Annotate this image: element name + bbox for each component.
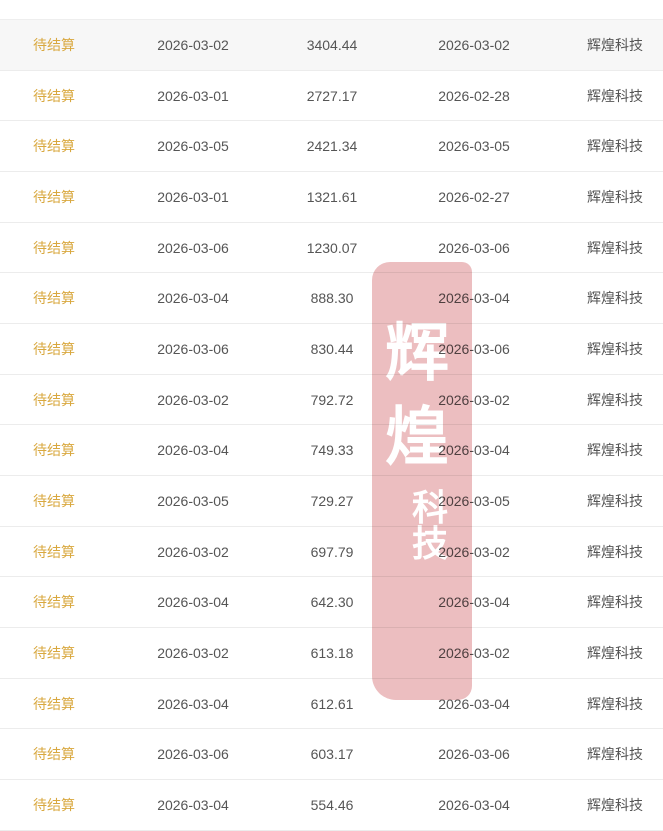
- amount-cell: 792.72: [310, 391, 354, 408]
- settle-date-cell: 2026-03-06: [438, 746, 510, 763]
- table-row[interactable]: 待结算 2026-03-06 603.17 2026-03-06 辉煌科技: [0, 729, 663, 780]
- company-cell: 辉煌科技: [587, 746, 643, 763]
- company-cell: 辉煌科技: [587, 644, 643, 661]
- settle-date-cell: 2026-03-04: [438, 594, 510, 611]
- settle-date-cell: 2026-03-06: [438, 340, 510, 357]
- table-row[interactable]: 待结算 2026-03-02 792.72 2026-03-02 辉煌科技: [0, 375, 663, 426]
- company-cell: 辉煌科技: [587, 492, 643, 509]
- table-row[interactable]: 待结算 2026-03-04 749.33 2026-03-04 辉煌科技: [0, 425, 663, 476]
- table-row[interactable]: 待结算 2026-03-04 888.30 2026-03-04 辉煌科技: [0, 273, 663, 324]
- status-cell: 待结算: [33, 188, 75, 205]
- settle-date-cell: 2026-03-05: [438, 138, 510, 155]
- settle-date-cell: 2026-02-28: [438, 87, 510, 104]
- amount-cell: 1321.61: [306, 188, 358, 205]
- date-cell: 2026-03-04: [157, 594, 229, 611]
- company-cell: 辉煌科技: [587, 37, 643, 53]
- status-cell: 待结算: [33, 695, 75, 712]
- table-row[interactable]: 待结算 2026-03-01 1321.61 2026-02-27 辉煌科技: [0, 172, 663, 223]
- date-cell: 2026-03-01: [157, 87, 229, 104]
- date-cell: 2026-03-02: [157, 391, 229, 408]
- company-cell: 辉煌科技: [587, 442, 643, 459]
- settle-date-cell: 2026-03-06: [438, 239, 510, 256]
- amount-cell: 888.30: [310, 290, 354, 307]
- settlement-table: 待结算 2026-03-02 3404.44 2026-03-02 辉煌科技 待结算 202…: [0, 20, 663, 831]
- amount-cell: 2727.17: [306, 87, 358, 104]
- table-row[interactable]: 待结算 2026-03-05 729.27 2026-03-05 辉煌科技: [0, 476, 663, 527]
- status-cell: 待结算: [33, 340, 75, 357]
- company-cell: 辉煌科技: [587, 138, 643, 155]
- company-cell: 辉煌科技: [587, 290, 643, 307]
- date-cell: 2026-03-02: [157, 644, 229, 661]
- status-cell: 待结算: [33, 37, 75, 53]
- status-cell: 待结算: [33, 492, 75, 509]
- amount-cell: 554.46: [310, 796, 354, 813]
- amount-cell: 830.44: [310, 340, 354, 357]
- company-cell: 辉煌科技: [587, 543, 643, 560]
- amount-cell: 749.33: [310, 442, 354, 459]
- table-row[interactable]: 待结算 2026-03-02 697.79 2026-03-02 辉煌科技: [0, 527, 663, 578]
- company-cell: 辉煌科技: [587, 594, 643, 611]
- settle-date-cell: 2026-03-02: [438, 391, 510, 408]
- status-cell: 待结算: [33, 442, 75, 459]
- settle-date-cell: 2026-03-04: [438, 290, 510, 307]
- company-cell: 辉煌科技: [587, 796, 643, 813]
- status-cell: 待结算: [33, 594, 75, 611]
- table-row[interactable]: 待结算 2026-03-05 2421.34 2026-03-05 辉煌科技: [0, 121, 663, 172]
- amount-cell: 2421.34: [306, 138, 358, 155]
- settle-date-cell: 2026-03-04: [438, 695, 510, 712]
- table-row[interactable]: 待结算 2026-03-04 554.46 2026-03-04 辉煌科技: [0, 780, 663, 831]
- table-top-edge: [0, 0, 663, 20]
- date-cell: 2026-03-04: [157, 695, 229, 712]
- amount-cell: 697.79: [310, 543, 354, 560]
- table-row[interactable]: 待结算 2026-03-04 612.61 2026-03-04 辉煌科技: [0, 679, 663, 730]
- company-cell: 辉煌科技: [587, 391, 643, 408]
- date-cell: 2026-03-06: [157, 340, 229, 357]
- date-cell: 2026-03-06: [157, 239, 229, 256]
- date-cell: 2026-03-01: [157, 188, 229, 205]
- table-row[interactable]: 待结算 2026-03-01 2727.17 2026-02-28 辉煌科技: [0, 71, 663, 122]
- amount-cell: 603.17: [310, 746, 354, 763]
- settle-date-cell: 2026-03-05: [438, 492, 510, 509]
- settle-date-cell: 2026-03-02: [438, 37, 510, 53]
- amount-cell: 3404.44: [306, 37, 358, 53]
- status-cell: 待结算: [33, 239, 75, 256]
- table-row[interactable]: 待结算 2026-03-06 1230.07 2026-03-06 辉煌科技: [0, 223, 663, 274]
- table-row[interactable]: 待结算 2026-03-06 830.44 2026-03-06 辉煌科技: [0, 324, 663, 375]
- date-cell: 2026-03-02: [157, 543, 229, 560]
- date-cell: 2026-03-02: [157, 37, 229, 53]
- table-row[interactable]: 待结算 2026-03-02 613.18 2026-03-02 辉煌科技: [0, 628, 663, 679]
- table-row[interactable]: 待结算 2026-03-02 3404.44 2026-03-02 辉煌科技: [0, 20, 663, 71]
- status-cell: 待结算: [33, 138, 75, 155]
- amount-cell: 642.30: [310, 594, 354, 611]
- status-cell: 待结算: [33, 746, 75, 763]
- status-cell: 待结算: [33, 391, 75, 408]
- date-cell: 2026-03-05: [157, 138, 229, 155]
- date-cell: 2026-03-04: [157, 796, 229, 813]
- status-cell: 待结算: [33, 796, 75, 813]
- date-cell: 2026-03-06: [157, 746, 229, 763]
- settle-date-cell: 2026-03-04: [438, 796, 510, 813]
- amount-cell: 1230.07: [306, 239, 358, 256]
- company-cell: 辉煌科技: [587, 87, 643, 104]
- company-cell: 辉煌科技: [587, 188, 643, 205]
- date-cell: 2026-03-05: [157, 492, 229, 509]
- settle-date-cell: 2026-03-02: [438, 644, 510, 661]
- status-cell: 待结算: [33, 290, 75, 307]
- amount-cell: 613.18: [310, 644, 354, 661]
- date-cell: 2026-03-04: [157, 290, 229, 307]
- settle-date-cell: 2026-03-02: [438, 543, 510, 560]
- date-cell: 2026-03-04: [157, 442, 229, 459]
- company-cell: 辉煌科技: [587, 695, 643, 712]
- amount-cell: 729.27: [310, 492, 354, 509]
- amount-cell: 612.61: [310, 695, 354, 712]
- status-cell: 待结算: [33, 543, 75, 560]
- status-cell: 待结算: [33, 87, 75, 104]
- settle-date-cell: 2026-03-04: [438, 442, 510, 459]
- company-cell: 辉煌科技: [587, 340, 643, 357]
- company-cell: 辉煌科技: [587, 239, 643, 256]
- status-cell: 待结算: [33, 644, 75, 661]
- table-row[interactable]: 待结算 2026-03-04 642.30 2026-03-04 辉煌科技: [0, 577, 663, 628]
- settle-date-cell: 2026-02-27: [438, 188, 510, 205]
